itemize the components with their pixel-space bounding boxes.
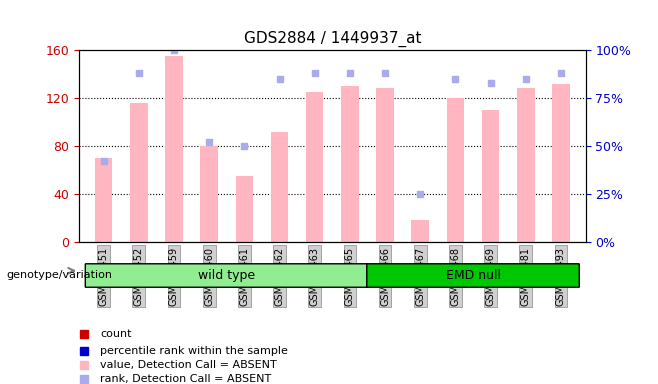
Text: rank, Detection Call = ABSENT: rank, Detection Call = ABSENT <box>100 374 271 384</box>
FancyBboxPatch shape <box>367 264 579 287</box>
Bar <box>341 86 359 242</box>
Bar <box>517 88 534 242</box>
Bar <box>376 88 394 242</box>
Bar <box>411 220 429 242</box>
Bar <box>552 84 570 242</box>
Text: EMD null: EMD null <box>445 269 501 282</box>
Text: percentile rank within the sample: percentile rank within the sample <box>100 346 288 356</box>
Bar <box>482 110 499 242</box>
Bar <box>130 103 147 242</box>
Bar <box>165 56 183 242</box>
Bar <box>306 92 324 242</box>
FancyBboxPatch shape <box>86 264 368 287</box>
Bar <box>95 158 113 242</box>
Bar <box>447 98 465 242</box>
Text: count: count <box>100 329 132 339</box>
Bar <box>270 132 288 242</box>
Bar <box>200 146 218 242</box>
Text: wild type: wild type <box>198 269 255 282</box>
Bar <box>236 176 253 242</box>
Title: GDS2884 / 1449937_at: GDS2884 / 1449937_at <box>243 31 421 47</box>
Text: genotype/variation: genotype/variation <box>7 270 113 280</box>
Text: value, Detection Call = ABSENT: value, Detection Call = ABSENT <box>100 360 277 370</box>
